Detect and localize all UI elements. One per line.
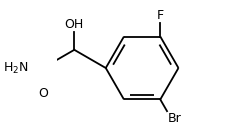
Text: Br: Br: [168, 112, 182, 126]
Text: OH: OH: [65, 18, 84, 31]
Text: F: F: [157, 9, 164, 22]
Text: O: O: [38, 87, 48, 100]
Text: H$_2$N: H$_2$N: [3, 60, 29, 76]
